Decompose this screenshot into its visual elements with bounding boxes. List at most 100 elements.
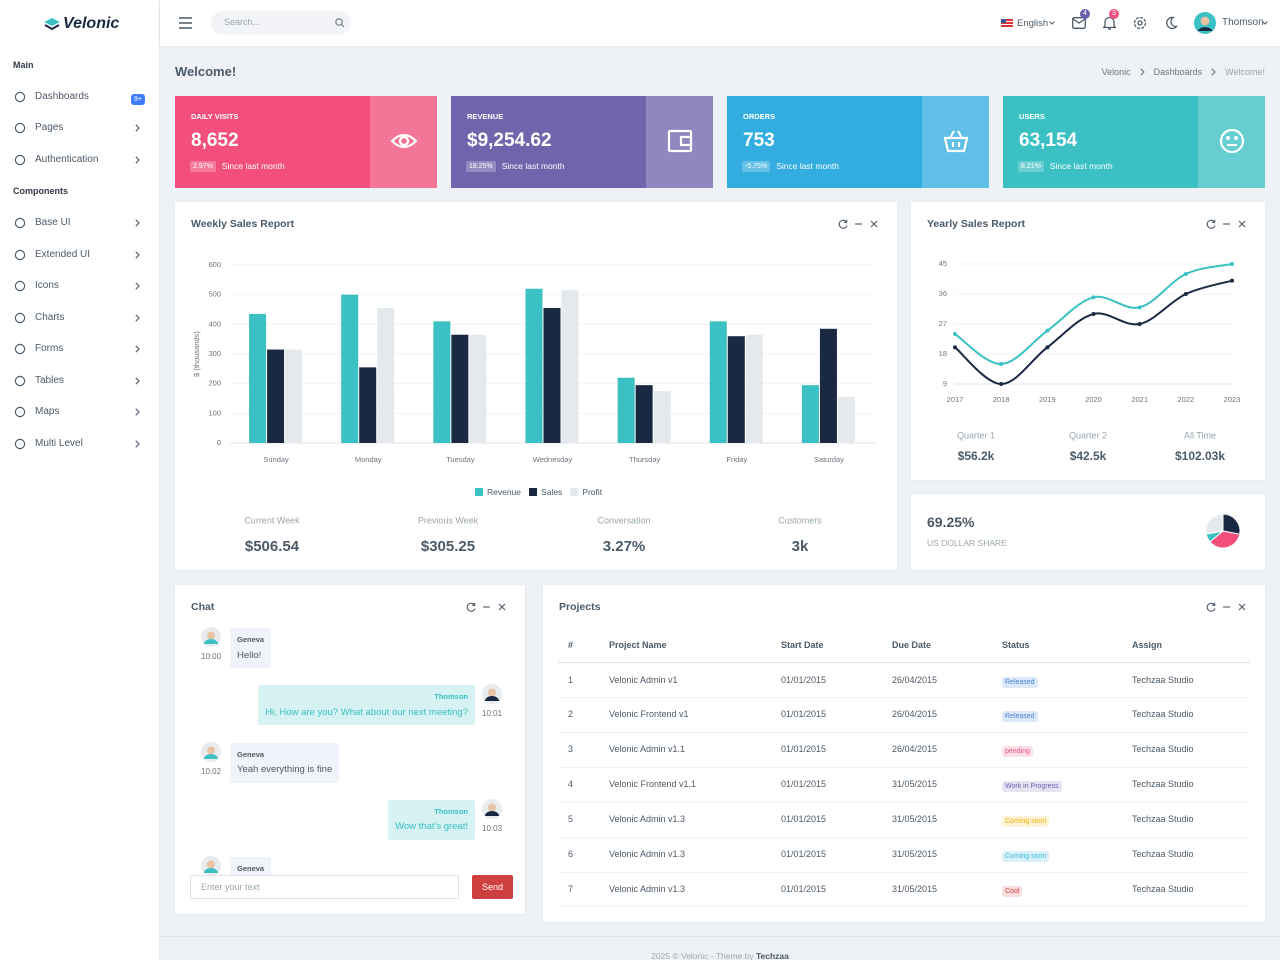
refresh-tool[interactable] <box>1206 602 1216 612</box>
stat-change: 8.21% <box>1018 161 1044 172</box>
y-tick-label: 27 <box>939 319 947 328</box>
table-cell: Velonic Frontend v1.1 <box>609 779 697 790</box>
menu-item[interactable]: Icons <box>0 274 159 298</box>
chat-bubble: Geneva Yeah everything is fine <box>230 742 340 783</box>
avatar-body <box>485 810 499 816</box>
user-name[interactable]: Thomson <box>1222 17 1264 28</box>
bar <box>561 290 579 443</box>
menu-icon <box>14 249 26 260</box>
card: Yearly Sales Report 9 18 27 36 45 2017 2018 2019… <box>911 202 1265 480</box>
x-tick-label: Monday <box>355 455 382 464</box>
menu-item[interactable]: Dashboards 9+ <box>0 85 159 109</box>
menu-item[interactable]: Base UI <box>0 211 159 235</box>
card-tools <box>1206 602 1246 612</box>
menu-label: Extended UI <box>35 248 91 260</box>
settings-icon[interactable] <box>1133 16 1147 30</box>
y-tick-label: 200 <box>208 379 221 388</box>
breadcrumb-item[interactable]: Velonic <box>1101 67 1131 77</box>
line-point <box>1230 262 1234 266</box>
x-tick-label: 2022 <box>1177 395 1194 404</box>
search-icon <box>335 18 345 28</box>
icon-shape <box>390 133 418 149</box>
chat-time: 10:00 <box>201 652 222 661</box>
y-tick-label: 400 <box>208 319 221 328</box>
table-cell: 5 <box>568 814 574 825</box>
menu-label: Charts <box>35 311 65 323</box>
section-title: Components <box>13 185 68 196</box>
menu-label: Base UI <box>35 217 71 229</box>
icon-shape <box>943 130 969 153</box>
menu-item[interactable]: Extended UI <box>0 243 159 267</box>
stat-card: USERS 63,154 8.21% Since last month <box>1003 96 1265 188</box>
theme-icon[interactable] <box>1164 16 1178 30</box>
stat-card: ORDERS 753 -5.75% Since last month <box>727 96 989 188</box>
logo-text: Velonic <box>63 15 120 32</box>
avatar-body <box>485 696 499 702</box>
chat-input[interactable]: Enter your text <box>190 875 459 899</box>
summary-label: Quarter 2 <box>1069 430 1107 440</box>
menu-item[interactable]: Authentication <box>0 148 159 172</box>
x-tick-label: Tuesday <box>446 455 475 464</box>
chat-time: 10:02 <box>201 766 222 776</box>
chat-bubble: Geneva <box>230 857 272 875</box>
stat-change-row: 18.25% Since last month <box>466 161 565 172</box>
section-title: Main <box>13 59 34 70</box>
table-cell: 6 <box>568 849 574 859</box>
refresh-tool[interactable] <box>466 602 476 612</box>
refresh-tool[interactable] <box>1206 219 1216 229</box>
stat-value: 8,652 <box>191 129 239 151</box>
close-tool[interactable] <box>1238 603 1246 611</box>
stat-label: REVENUE <box>467 112 504 122</box>
close-tool[interactable] <box>498 603 506 611</box>
menu-icon <box>14 312 26 323</box>
send-button[interactable]: Send <box>472 875 513 899</box>
chat-text: Hi, How are you? What about our next mee… <box>265 706 468 718</box>
table-cell: 01/01/2015 <box>781 779 827 790</box>
language[interactable]: English <box>1017 18 1049 29</box>
refresh-tool[interactable] <box>838 219 848 229</box>
chevron-icon <box>135 345 140 353</box>
chevron-shape <box>135 439 140 448</box>
pie-slice <box>1205 513 1224 535</box>
chevron-shape <box>135 408 140 416</box>
breadcrumb-item[interactable]: Dashboards <box>1153 67 1203 77</box>
x-tick-label: Thursday <box>629 455 661 464</box>
line-point <box>1137 322 1142 326</box>
mail-badge: 4 <box>1080 9 1090 19</box>
summary-label: Previous Week <box>418 515 479 525</box>
summary-label: Current Week <box>244 515 300 525</box>
chat-bubble: Thomson Hi, How are you? What about our n… <box>258 685 475 726</box>
legend-label: Revenue <box>487 487 521 497</box>
table-cell: Velonic Frontend v1 <box>609 709 689 720</box>
pie-slice <box>1222 513 1241 535</box>
stat-label: DAILY VISITS <box>191 112 239 122</box>
share-label: US DOLLAR SHARE <box>927 537 1007 548</box>
bar <box>543 308 561 443</box>
chat-avatar <box>201 627 221 647</box>
x-tick-label: 2019 <box>1039 395 1056 404</box>
table-header: # <box>568 639 574 650</box>
stat-value: 63,154 <box>1019 129 1078 151</box>
menu-item[interactable]: Charts <box>0 306 159 330</box>
menu-icon-shape <box>14 123 26 134</box>
legend-swatch <box>529 488 538 496</box>
stat-value: $9,254.62 <box>467 129 552 151</box>
menu-item[interactable]: Pages <box>0 116 159 140</box>
table-cell: Velonic Admin v1.3 <box>609 849 686 859</box>
chevron-icon <box>135 156 140 164</box>
table-cell: Velonic Admin v1.1 <box>609 744 686 755</box>
footer-brand[interactable]: Techzaa <box>755 951 789 960</box>
close-tool[interactable] <box>870 220 878 228</box>
menu-item[interactable]: Tables <box>0 369 159 393</box>
mail-icon[interactable] <box>1072 17 1086 29</box>
avatar-face <box>207 746 215 755</box>
menu-toggle[interactable] <box>179 17 193 29</box>
menu-item[interactable]: Maps <box>0 400 159 424</box>
bar <box>469 334 487 443</box>
close-tool[interactable] <box>1238 220 1246 228</box>
menu-item[interactable]: Multi Level <box>0 432 159 456</box>
search-box[interactable]: Search... <box>211 11 351 35</box>
menu-item[interactable]: Forms <box>0 337 159 361</box>
user-avatar[interactable] <box>1194 12 1216 34</box>
chat-text: Hello! <box>237 649 262 661</box>
